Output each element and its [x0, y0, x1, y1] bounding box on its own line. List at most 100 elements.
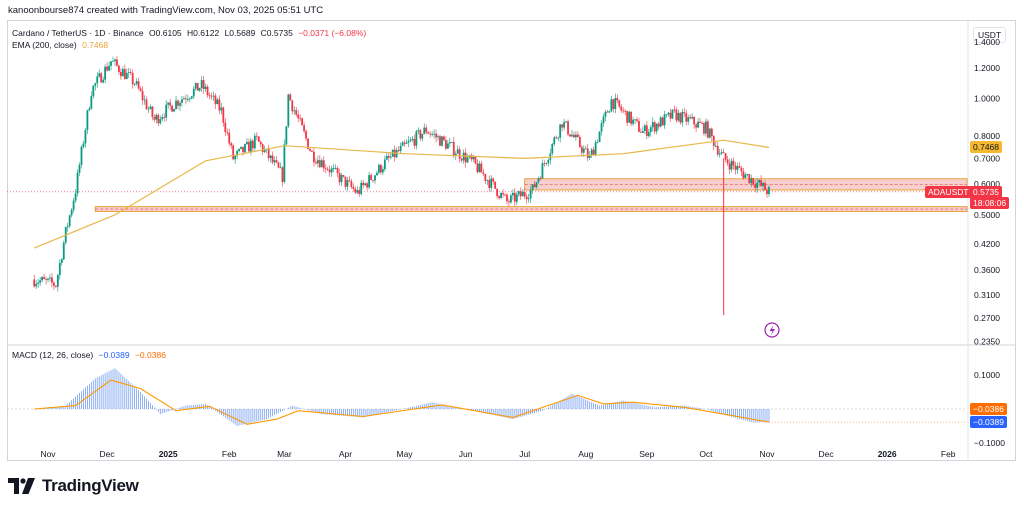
candle-up [756, 182, 759, 188]
candle-up [374, 175, 376, 181]
candle-up [649, 127, 652, 132]
candle-up [466, 157, 469, 163]
symbol-price-tag: ADAUSDT [925, 186, 972, 198]
candle-down [259, 141, 262, 145]
candle-down [362, 182, 365, 186]
candle-up [96, 76, 99, 84]
candle-down [523, 191, 526, 197]
candle-up [125, 72, 128, 79]
candle-up [179, 102, 181, 106]
time-axis-label: Feb [941, 449, 956, 459]
candle-down [645, 125, 648, 137]
candle-up [253, 135, 256, 149]
price-axis-label: 0.2350 [974, 336, 1000, 346]
candle-up [127, 72, 130, 73]
candle-up [110, 61, 112, 66]
candle-down [226, 132, 229, 133]
candle-up [155, 114, 158, 120]
candle-down [261, 144, 264, 152]
signal-tag: −0.0386 [970, 403, 1007, 415]
candle-up [557, 137, 560, 139]
candle-up [35, 283, 38, 287]
candle-up [736, 166, 739, 170]
candle-up [360, 182, 363, 195]
symbol-legend[interactable]: Cardano / TetherUS · 1D · Binance O0.610… [12, 28, 369, 38]
candle-up [628, 111, 631, 123]
candle-up [133, 83, 136, 85]
candle-up [263, 149, 266, 152]
candle-down [580, 146, 583, 153]
candle-down [171, 105, 174, 112]
candle-down [352, 186, 355, 189]
candle-up [114, 59, 116, 62]
time-axis-label: Apr [339, 449, 352, 459]
candle-up [596, 141, 599, 143]
candle-down [123, 69, 126, 79]
candle-up [456, 149, 459, 154]
candle-down [484, 174, 487, 181]
candle-down [163, 117, 166, 118]
time-axis-label: 2026 [878, 449, 897, 459]
candle-down [202, 80, 205, 90]
candle-up [246, 141, 248, 145]
candle-up [563, 122, 566, 128]
candle-up [490, 178, 493, 189]
candle-down [315, 162, 317, 164]
price-axis-label: 1.0000 [974, 94, 1000, 104]
candle-down [153, 116, 156, 120]
candle-up [37, 282, 40, 284]
candle-down [669, 112, 672, 119]
candle-up [147, 108, 150, 110]
candle-down [498, 196, 500, 199]
candle-up [236, 151, 239, 156]
candle-down [555, 137, 558, 139]
candle-up [450, 141, 453, 143]
candle-down [513, 192, 516, 202]
lightning-icon[interactable] [764, 322, 780, 338]
candle-down [636, 119, 638, 122]
candle-up [76, 172, 79, 194]
candle-down [458, 149, 461, 159]
candle-down [496, 188, 499, 197]
candle-up [159, 119, 162, 124]
candle-down [257, 136, 260, 142]
candle-down [722, 152, 725, 154]
candle-down [488, 180, 491, 189]
price-axis-label: 0.3600 [974, 265, 1000, 275]
candle-up [705, 121, 707, 134]
candle-down [728, 163, 731, 170]
ema-legend[interactable]: EMA (200, close) 0.7468 [12, 40, 111, 50]
candle-up [697, 121, 699, 128]
candle-up [212, 95, 215, 97]
macd-value: −0.0389 [98, 350, 130, 360]
macd-legend[interactable]: MACD (12, 26, close) −0.0389 −0.0386 [12, 350, 169, 360]
candle-up [500, 193, 502, 199]
candle-up [84, 130, 87, 144]
candle-up [320, 160, 323, 168]
candle-up [200, 80, 203, 89]
candle-down [116, 59, 118, 66]
candle-down [622, 110, 625, 112]
candle-up [691, 116, 694, 119]
candle-up [181, 99, 183, 103]
candle-down [43, 277, 45, 280]
time-axis-label: Nov [759, 449, 775, 459]
candle-up [165, 104, 168, 118]
candle-up [389, 156, 392, 158]
candle-up [198, 88, 201, 91]
candle-down [460, 158, 463, 161]
currency-unit-button[interactable]: USDT [973, 27, 1007, 43]
candle-up [316, 160, 319, 164]
candle-down [592, 149, 595, 155]
countdown-tag: 18:08:06 [970, 197, 1010, 209]
candle-up [510, 195, 512, 203]
candle-up [234, 155, 237, 160]
candle-up [330, 168, 333, 173]
candle-down [318, 160, 321, 168]
tradingview-logo-icon [8, 478, 35, 494]
candle-down [445, 140, 447, 149]
candle-down [137, 81, 140, 89]
candle-down [567, 121, 569, 135]
candle-down [224, 122, 227, 133]
